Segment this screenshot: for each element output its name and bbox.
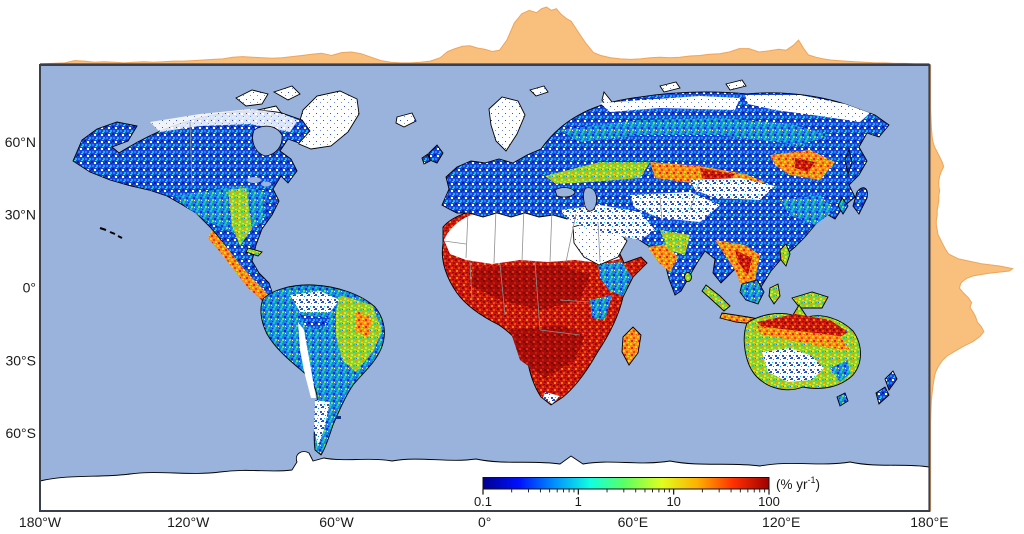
island-iceland (395, 112, 417, 128)
longitude-distribution-area (39, 6, 930, 65)
lon-tick-label: 60°W (319, 514, 354, 530)
black-sea (554, 187, 576, 198)
falkland-islands (336, 416, 341, 419)
lat-tick-label: 30°S (5, 352, 36, 368)
country-borders (189, 121, 701, 336)
hudson-bay (252, 125, 283, 157)
lon-tick-label: 180°W (19, 514, 62, 530)
sakhalin (844, 148, 853, 176)
latitude-axis: 60°N 30°N 0° 30°S 60°S (5, 134, 36, 441)
island-japan (852, 187, 868, 215)
colorbar-tick-label: 0.1 (474, 494, 492, 509)
continent-australia (743, 304, 861, 407)
island-ireland (421, 153, 431, 165)
caspian-sea (583, 187, 597, 212)
top-marginal-histogram (39, 6, 930, 66)
steppe-band-west (545, 162, 650, 184)
colorbar-unit-label: (% yr-1) (776, 475, 820, 492)
lat-tick-label: 60°S (5, 425, 36, 441)
island-madagascar (621, 326, 642, 366)
scandinavia (488, 96, 526, 152)
continent-north-america (72, 109, 311, 302)
lon-tick-label: 120°E (762, 514, 800, 530)
continent-eurasia (441, 91, 890, 302)
lon-tick-label: 60°E (618, 514, 649, 530)
lon-tick-label: 180°E (910, 514, 948, 530)
korea (837, 197, 849, 215)
continent-south-america (260, 284, 385, 456)
colorbar-tick-label: 100 (758, 494, 780, 509)
map-content (40, 65, 930, 511)
great-lakes (247, 177, 261, 183)
continent-greenland (295, 90, 360, 150)
new-zealand (875, 370, 898, 405)
longitude-axis: 180°W 120°W 60°W 0° 60°E 120°E 180°E (19, 514, 949, 530)
lat-tick-label: 30°N (5, 207, 36, 223)
sri-lanka (684, 272, 692, 282)
lat-tick-label: 60°N (5, 134, 36, 150)
colorbar: 0.1 1 10 100 (% yr-1) (474, 475, 820, 509)
latitude-distribution-area (930, 65, 1014, 511)
colorbar-tick-label: 1 (575, 494, 582, 509)
right-marginal-histogram (930, 65, 1014, 511)
lon-tick-label: 120°W (167, 514, 210, 530)
lat-tick-label: 0° (23, 280, 36, 296)
colorbar-tick-label: 10 (666, 494, 680, 509)
southeast-asia-hotspot (715, 240, 760, 295)
map-frame (39, 64, 931, 512)
colorbar-gradient (482, 477, 770, 490)
cuba (245, 247, 263, 257)
hawaii-islands (99, 227, 123, 239)
tasmania (836, 392, 849, 407)
lon-tick-label: 0° (478, 514, 491, 530)
colorbar-ticks (482, 489, 770, 495)
